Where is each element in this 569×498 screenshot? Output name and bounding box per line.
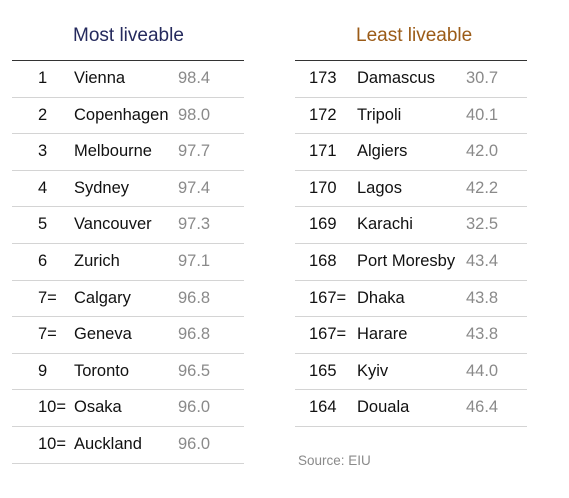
table-row: 1 Vienna 98.4 <box>12 61 244 98</box>
rank-cell: 4 <box>38 178 48 197</box>
rank-cell: 6 <box>38 251 48 270</box>
city-cell: Vancouver <box>74 215 152 234</box>
city-cell: Douala <box>357 398 410 417</box>
city-cell: Dhaka <box>357 288 405 307</box>
table-row: 5 Vancouver 97.3 <box>12 207 244 244</box>
least-liveable-title: Least liveable <box>356 25 473 46</box>
table-row: 10= Auckland 96.0 <box>12 427 244 464</box>
city-cell: Auckland <box>74 434 142 453</box>
rank-cell: 3 <box>38 142 48 161</box>
score-cell: 98.0 <box>178 105 211 124</box>
rank-cell: 7= <box>38 288 57 307</box>
city-cell: Zurich <box>74 251 120 270</box>
least-liveable-rows: 173 Damascus 30.7 172 Tripoli 40.1 171 Algiers 4… <box>295 61 527 427</box>
rank-cell: 173 <box>309 69 337 87</box>
city-cell: Harare <box>357 325 408 344</box>
city-cell: Geneva <box>74 325 132 344</box>
rank-cell: 10= <box>38 434 66 453</box>
table-row: 2 Copenhagen 98.0 <box>12 98 244 135</box>
score-cell: 96.0 <box>178 434 211 453</box>
table-row: 9 Toronto 96.5 <box>12 354 244 391</box>
score-cell: 96.8 <box>178 288 211 307</box>
least-liveable-header-rule <box>295 60 527 61</box>
rank-cell: 169 <box>309 215 337 234</box>
score-cell: 42.2 <box>466 178 499 197</box>
source-note: Source: EIU <box>298 453 371 468</box>
city-cell: Algiers <box>357 142 408 161</box>
score-cell: 32.5 <box>466 215 499 234</box>
rank-cell: 164 <box>309 398 337 417</box>
rank-cell: 9 <box>38 361 48 380</box>
table-row: 167= Harare 43.8 <box>295 317 527 354</box>
rank-cell: 165 <box>309 361 337 380</box>
city-cell: Copenhagen <box>74 105 169 124</box>
rank-cell: 7= <box>38 325 57 344</box>
table-row: 165 Kyiv 44.0 <box>295 354 527 391</box>
score-cell: 43.8 <box>466 288 499 307</box>
score-cell: 98.4 <box>178 69 211 87</box>
score-cell: 96.8 <box>178 325 211 344</box>
rank-cell: 1 <box>38 69 48 87</box>
table-row: 172 Tripoli 40.1 <box>295 98 527 135</box>
rank-cell: 170 <box>309 178 337 197</box>
table-row: 173 Damascus 30.7 <box>295 61 527 98</box>
rank-cell: 171 <box>309 142 337 161</box>
rank-cell: 167= <box>309 325 347 344</box>
most-liveable-title: Most liveable <box>73 25 184 46</box>
score-cell: 97.7 <box>178 142 211 161</box>
table-row: 6 Zurich 97.1 <box>12 244 244 281</box>
score-cell: 97.4 <box>178 178 211 197</box>
city-cell: Vienna <box>74 69 126 87</box>
city-cell: Melbourne <box>74 142 152 161</box>
score-cell: 97.3 <box>178 215 211 234</box>
rank-cell: 167= <box>309 288 347 307</box>
score-cell: 96.0 <box>178 398 211 417</box>
score-cell: 40.1 <box>466 105 499 124</box>
rank-cell: 172 <box>309 105 337 124</box>
city-cell: Toronto <box>74 361 130 380</box>
score-cell: 46.4 <box>466 398 499 417</box>
score-cell: 96.5 <box>178 361 211 380</box>
table-row: 164 Douala 46.4 <box>295 390 527 427</box>
rank-cell: 168 <box>309 251 337 270</box>
table-row: 167= Dhaka 43.8 <box>295 281 527 318</box>
table-row: 7= Geneva 96.8 <box>12 317 244 354</box>
score-cell: 43.4 <box>466 251 499 270</box>
table-row: 10= Osaka 96.0 <box>12 390 244 427</box>
table-row: 4 Sydney 97.4 <box>12 171 244 208</box>
rank-cell: 10= <box>38 398 66 417</box>
city-cell: Calgary <box>74 288 131 307</box>
city-cell: Damascus <box>357 69 435 87</box>
city-cell: Lagos <box>357 178 402 197</box>
rank-cell: 2 <box>38 105 48 124</box>
city-cell: Tripoli <box>357 105 402 124</box>
table-row: 168 Port Moresby 43.4 <box>295 244 527 281</box>
table-row: 171 Algiers 42.0 <box>295 134 527 171</box>
city-cell: Sydney <box>74 178 130 197</box>
score-cell: 42.0 <box>466 142 499 161</box>
table-row: 7= Calgary 96.8 <box>12 281 244 318</box>
table-row: 170 Lagos 42.2 <box>295 171 527 208</box>
city-cell: Osaka <box>74 398 122 417</box>
rank-cell: 5 <box>38 215 48 234</box>
table-row: 3 Melbourne 97.7 <box>12 134 244 171</box>
score-cell: 30.7 <box>466 69 499 87</box>
score-cell: 44.0 <box>466 361 499 380</box>
city-cell: Port Moresby <box>357 251 456 270</box>
city-cell: Kyiv <box>357 361 389 380</box>
table-row: 169 Karachi 32.5 <box>295 207 527 244</box>
city-cell: Karachi <box>357 215 413 234</box>
most-liveable-header-rule <box>12 60 244 61</box>
score-cell: 43.8 <box>466 325 499 344</box>
most-liveable-rows: 1 Vienna 98.4 2 Copenhagen 98.0 3 Melbourne 97.7… <box>12 61 244 464</box>
score-cell: 97.1 <box>178 251 211 270</box>
